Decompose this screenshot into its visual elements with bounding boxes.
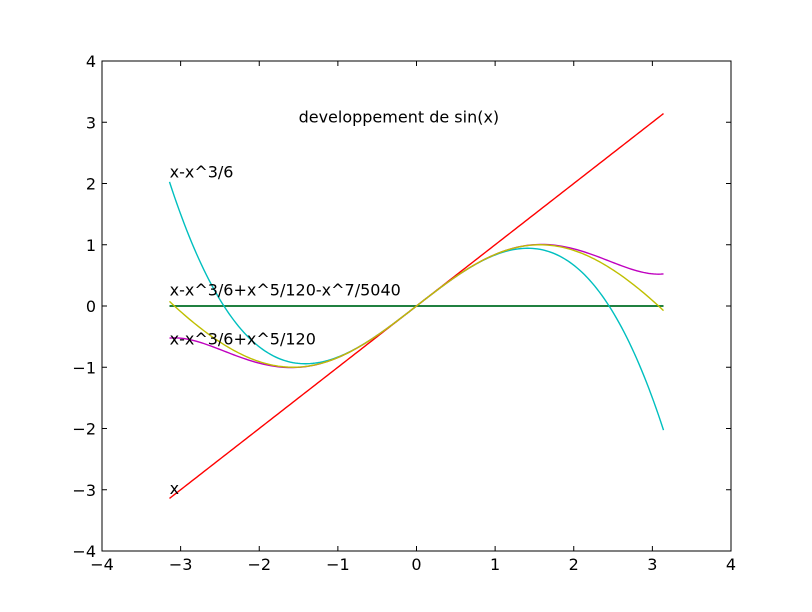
y-tick-label: 1 [86,236,96,255]
chart-title: developpement de sin(x) [299,107,500,126]
x-tick-label: 1 [490,555,500,574]
x-tick-label: 4 [726,555,736,574]
series-annotation: x [170,479,179,498]
x-tick-label: 3 [647,555,657,574]
x-tick-label: 0 [411,555,421,574]
x-tick-label: −2 [247,555,271,574]
series-annotation: x-x^3/6+x^5/120 [170,330,316,349]
y-tick-label: 2 [86,175,96,194]
y-tick-label: 0 [86,297,96,316]
series-annotation: x-x^3/6 [170,162,234,181]
y-tick-label: −4 [72,542,96,561]
y-tick-label: −2 [72,420,96,439]
y-tick-label: −3 [72,481,96,500]
y-tick-label: 3 [86,113,96,132]
y-tick-label: −1 [72,358,96,377]
x-tick-label: −3 [169,555,193,574]
series-annotation: x-x^3/6+x^5/120-x^7/5040 [170,281,401,300]
x-tick-label: −1 [326,555,350,574]
x-tick-label: 2 [569,555,579,574]
y-tick-label: 4 [86,52,96,71]
